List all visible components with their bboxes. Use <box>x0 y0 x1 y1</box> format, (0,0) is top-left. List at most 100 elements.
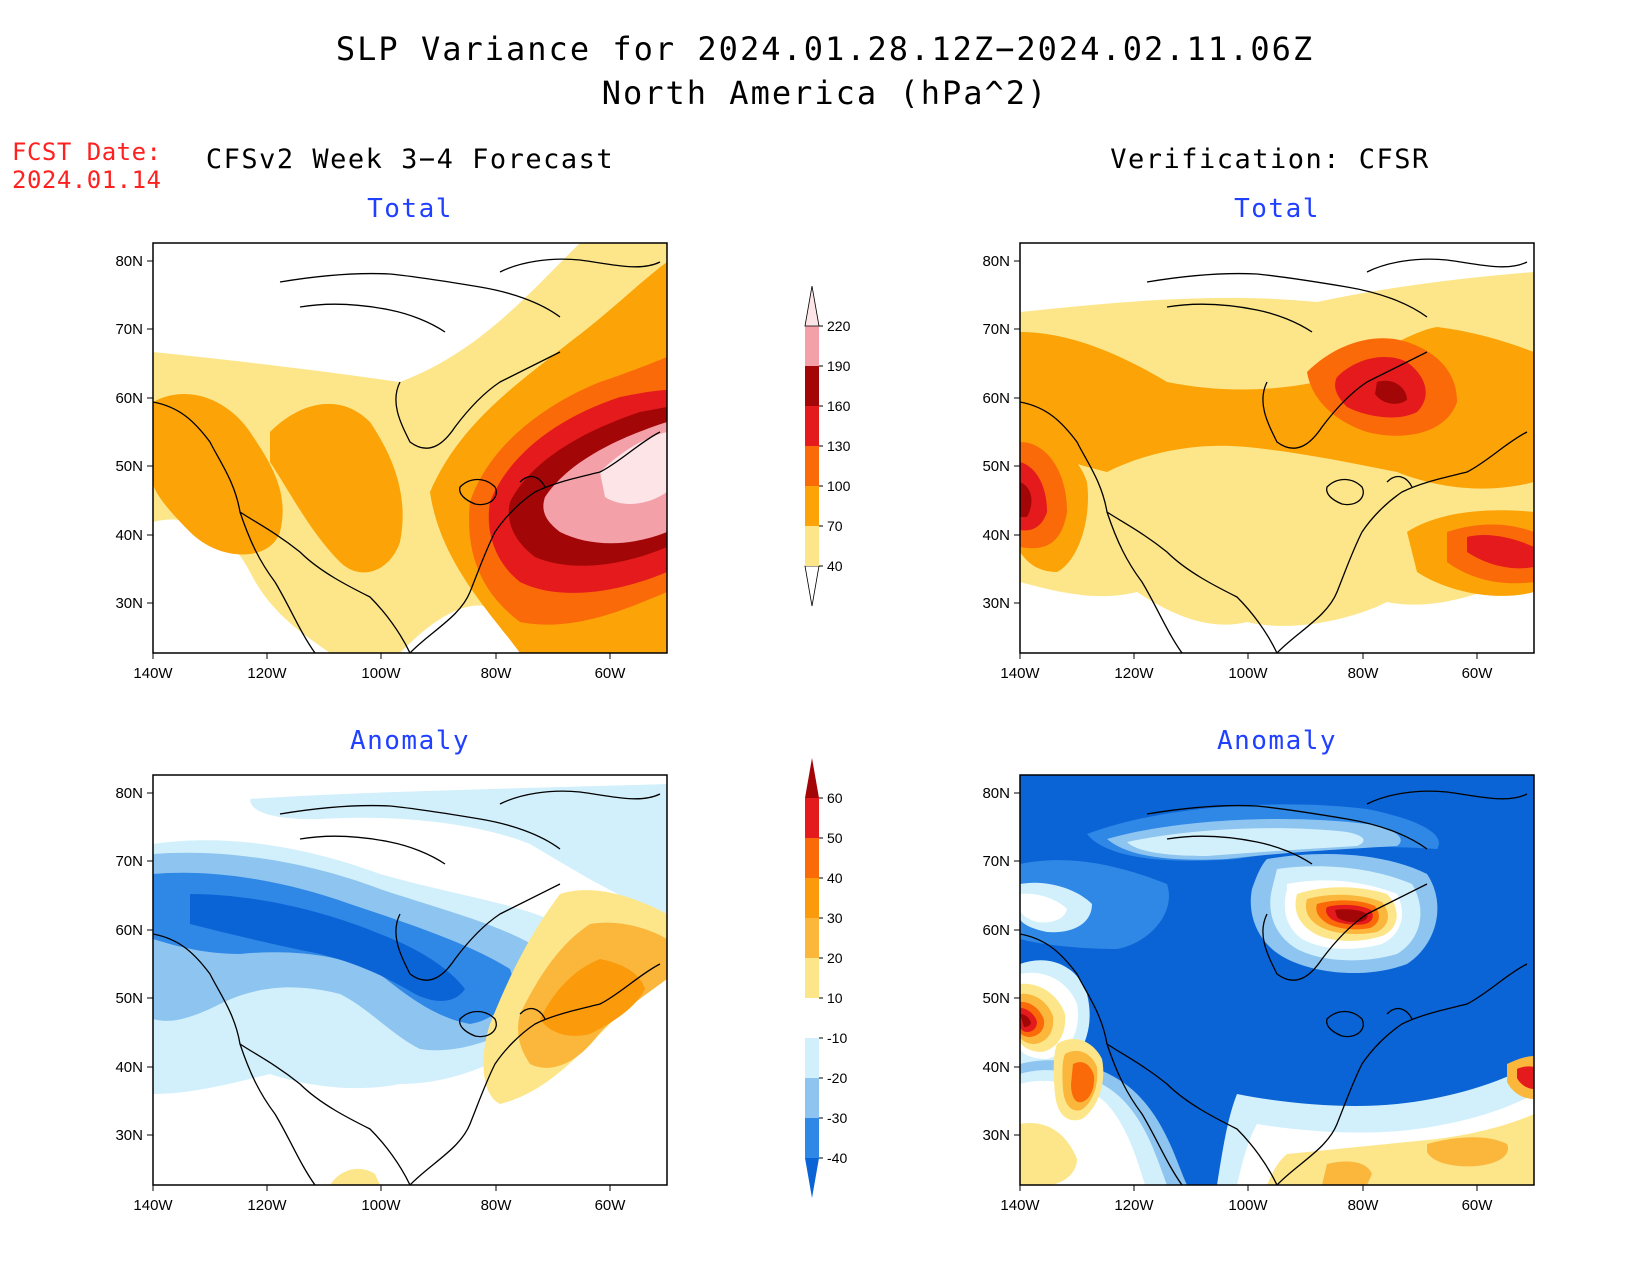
lat-label: 40N <box>982 527 1010 544</box>
colorbar-swatches <box>804 286 820 607</box>
lat-label: 70N <box>115 321 143 338</box>
colorbar-swatch <box>805 878 819 918</box>
lon-label: 140W <box>133 665 173 682</box>
colorbar-label: 130 <box>827 438 851 454</box>
lon-label: 80W <box>481 665 513 682</box>
fill-10-20-south <box>330 1168 380 1185</box>
colorbar-label: 160 <box>827 398 851 414</box>
fill-70-100-central <box>270 403 403 573</box>
colorbar-swatch <box>805 1118 819 1158</box>
lat-label: 60N <box>982 390 1010 407</box>
lon-ticks <box>1019 1185 1478 1191</box>
lat-ticks <box>1014 260 1020 604</box>
colorbar-swatch <box>805 486 819 526</box>
anomaly-colorbar: -40 -30 -20 -10 10 20 30 40 50 60 <box>805 758 847 1198</box>
coastline <box>1020 258 1528 653</box>
lat-label: 50N <box>115 990 143 1007</box>
map-frame <box>152 774 668 1186</box>
colorbar-swatch <box>805 526 819 566</box>
lat-label: 50N <box>115 458 143 475</box>
colorbar-label: -40 <box>827 1150 847 1166</box>
panel-title-verification-total: Total <box>1234 194 1320 224</box>
lon-label: 80W <box>1348 1197 1380 1214</box>
lon-label: 120W <box>247 1197 287 1214</box>
lon-label: 60W <box>595 665 627 682</box>
colorbar-label: 190 <box>827 358 851 374</box>
fill-neg10-neg20-north <box>1127 828 1364 856</box>
lat-label: 40N <box>115 1059 143 1076</box>
lat-label: 80N <box>982 785 1010 802</box>
colorbar-max-triangle <box>805 758 819 798</box>
colorbar-label: 50 <box>827 830 843 846</box>
colorbar-label: -20 <box>827 1070 847 1086</box>
fill-30-40-east <box>540 959 645 1036</box>
fill-70-100-west <box>153 393 283 555</box>
fill-below-neg40 <box>190 894 465 1001</box>
lon-label: 60W <box>595 1197 627 1214</box>
lat-label: 30N <box>115 1127 143 1144</box>
lon-label: 140W <box>133 1197 173 1214</box>
colorbar-label: -30 <box>827 1110 847 1126</box>
fill-30-40-southwest <box>1071 1062 1095 1103</box>
colorbar-swatch <box>805 798 819 838</box>
lat-label: 70N <box>115 853 143 870</box>
lon-label: 120W <box>247 665 287 682</box>
lat-label: 30N <box>982 1127 1010 1144</box>
fcst-date-value: 2024.01.14 <box>12 166 162 194</box>
lat-label: 50N <box>982 458 1010 475</box>
panel-title-forecast-anomaly: Anomaly <box>349 726 471 756</box>
fill-10-20-north <box>250 784 667 914</box>
panel-title-verification-anomaly: Anomaly <box>1216 726 1338 756</box>
lon-label: 80W <box>481 1197 513 1214</box>
colorbar-label: -10 <box>827 1030 847 1046</box>
lon-label: 120W <box>1114 665 1154 682</box>
fill-below-40-north <box>153 243 580 382</box>
map-frame <box>1019 774 1535 1186</box>
colorbar-min-triangle <box>804 565 820 607</box>
lon-label: 100W <box>361 1197 401 1214</box>
fill-20-30-southeast-b <box>1427 1137 1508 1167</box>
lat-label: 30N <box>982 595 1010 612</box>
colorbar-swatch <box>805 1078 819 1118</box>
lon-label: 120W <box>1114 1197 1154 1214</box>
lon-label: 100W <box>1228 665 1268 682</box>
colorbar-swatch <box>805 446 819 486</box>
colorbar-swatch <box>805 838 819 878</box>
colorbar-swatch <box>805 958 819 998</box>
lat-label: 60N <box>115 390 143 407</box>
lat-label: 70N <box>982 321 1010 338</box>
lat-label: 30N <box>115 595 143 612</box>
fill-10-20-bottom <box>1020 1123 1077 1185</box>
lon-label: 100W <box>1228 1197 1268 1214</box>
lon-label: 80W <box>1348 665 1380 682</box>
fill-20-30-southeast <box>1322 1161 1372 1185</box>
colorbar-label: 100 <box>827 478 851 494</box>
lat-label: 70N <box>982 853 1010 870</box>
coastline <box>153 790 661 1185</box>
lon-ticks <box>152 653 611 659</box>
colorbar-swatch <box>805 406 819 446</box>
fill-50-60-westcoast <box>1020 1014 1031 1027</box>
colorbar-swatch <box>805 326 819 366</box>
lon-ticks <box>1019 653 1478 659</box>
verification-column-title: Verification: CFSR <box>1110 144 1430 175</box>
lat-label: 80N <box>115 785 143 802</box>
colorbar-max-triangle <box>804 286 820 327</box>
colorbar-label: 40 <box>827 870 843 886</box>
lat-label: 60N <box>115 922 143 939</box>
lon-label: 140W <box>1000 1197 1040 1214</box>
forecast-total-map: 80N 70N 60N 50N 40N 30N 140W 120W 100W 8… <box>115 242 668 682</box>
lat-ticks <box>147 260 153 604</box>
forecast-column-title: CFSv2 Week 3−4 Forecast <box>205 144 615 175</box>
main-title: SLP Variance for 2024.01.28.12Z−2024.02.… <box>335 30 1315 68</box>
lat-ticks <box>1014 792 1020 1136</box>
lat-label: 40N <box>982 1059 1010 1076</box>
fcst-date: FCST Date: 2024.01.14 <box>12 138 162 194</box>
coastline <box>153 258 661 653</box>
fill-40-50-eastedge <box>1517 1066 1534 1089</box>
lon-label: 100W <box>361 665 401 682</box>
subtitle: North America (hPa^2) <box>601 74 1049 112</box>
lon-label: 60W <box>1462 665 1494 682</box>
panel-title-forecast-total: Total <box>367 194 453 224</box>
colorbar-swatch <box>805 918 819 958</box>
